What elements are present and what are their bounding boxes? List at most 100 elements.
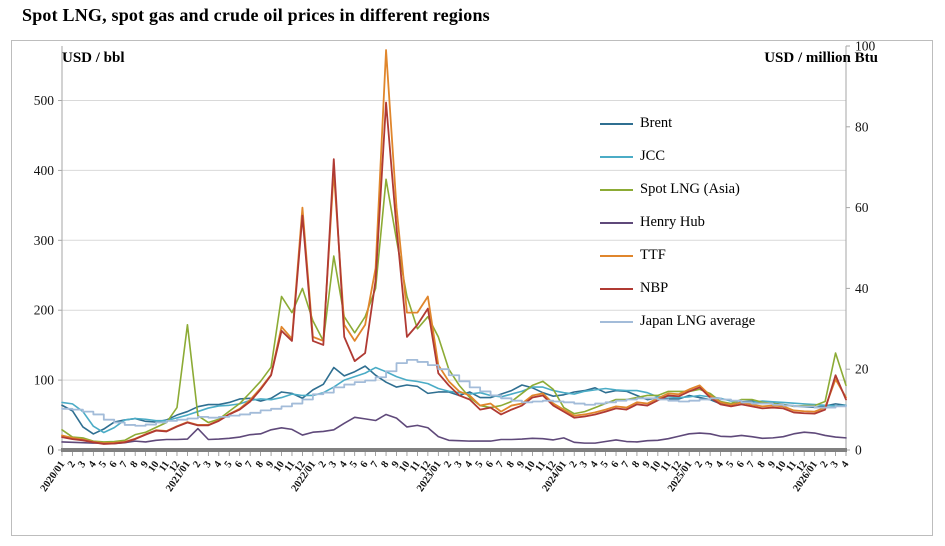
axis-tick-label: 9 bbox=[641, 459, 653, 470]
series-line-henry-hub bbox=[61, 413, 847, 445]
axis-tick-label: 0 bbox=[47, 443, 54, 458]
legend-item-jcc: JCC bbox=[600, 140, 755, 173]
axis-tick-label: 300 bbox=[34, 233, 55, 248]
axis-tick-label: 500 bbox=[34, 93, 55, 108]
axis-tick-label: 9 bbox=[390, 459, 402, 470]
axis-tick-label: 3 bbox=[578, 459, 590, 470]
axis-tick-label: 3 bbox=[76, 459, 88, 470]
legend-label: NBP bbox=[640, 280, 669, 296]
axis-tick-label: 2 bbox=[819, 459, 831, 470]
axis-tick-label: 3 bbox=[453, 459, 465, 470]
axis-tick-label: 8 bbox=[254, 459, 266, 470]
axis-tick-label: 8 bbox=[379, 459, 391, 470]
axis-tick-label: 12 bbox=[669, 459, 684, 474]
legend-item-henry-hub: Henry Hub bbox=[600, 206, 755, 239]
axis-tick-label: 5 bbox=[599, 459, 611, 470]
axis-tick-label: 8 bbox=[129, 459, 141, 470]
axis-tick-label: 2 bbox=[66, 459, 78, 470]
axis-tick-label: 12 bbox=[544, 459, 559, 474]
chart-area: 0 100 200 300 400 500 0 20 40 60 80 100 2020/01 2 3 4 5 6… bbox=[11, 40, 933, 536]
axis-tick-label: 3 bbox=[704, 459, 716, 470]
axis-tick-label: 8 bbox=[630, 459, 642, 470]
axis-tick-label: 6 bbox=[233, 459, 245, 470]
right-axis-unit-label: USD / million Btu bbox=[764, 50, 878, 66]
axis-tick-label: 6 bbox=[484, 459, 496, 470]
axis-tick-label: 100 bbox=[855, 41, 876, 54]
legend-label: JCC bbox=[640, 148, 665, 164]
axis-tick-label: 10 bbox=[523, 459, 538, 474]
axis-tick-label: 4 bbox=[463, 459, 475, 470]
axis-tick-label: 6 bbox=[108, 459, 120, 470]
legend-item-brent: Brent bbox=[600, 107, 755, 140]
axis-tick-label: 2 bbox=[693, 459, 705, 470]
legend-line-swatch bbox=[600, 155, 633, 158]
axis-tick-label: 4 bbox=[87, 459, 99, 470]
legend: Brent JCC Spot LNG (Asia) Henry Hub TTF … bbox=[600, 107, 755, 338]
legend-line-swatch bbox=[600, 221, 633, 224]
axis-tick-label: 2 bbox=[442, 459, 454, 470]
axis-tick-label: 400 bbox=[34, 163, 55, 178]
axis-tick-label: 3 bbox=[202, 459, 214, 470]
axis-tick-label: 7 bbox=[494, 459, 506, 470]
axis-tick-label: 0 bbox=[855, 443, 862, 458]
axis-tick-label: 5 bbox=[474, 459, 486, 470]
legend-label: Spot LNG (Asia) bbox=[640, 181, 740, 197]
axis-tick-label: 5 bbox=[348, 459, 360, 470]
axis-tick-label: 4 bbox=[338, 459, 350, 470]
axis-tick-label: 10 bbox=[648, 459, 663, 474]
axis-tick-label: 9 bbox=[265, 459, 277, 470]
price-chart-svg: 01002003004005000204060801002020/0123456… bbox=[34, 41, 876, 494]
axis-tick-label: 3 bbox=[327, 459, 339, 470]
axis-tick-label: 9 bbox=[766, 459, 778, 470]
axis-tick-label: 5 bbox=[223, 459, 235, 470]
axis-tick-label: 8 bbox=[756, 459, 768, 470]
axis-tick-label: 12 bbox=[418, 459, 433, 474]
legend-label: Brent bbox=[640, 115, 673, 131]
axis-tick-label: 10 bbox=[147, 459, 162, 474]
axis-tick-label: 7 bbox=[369, 459, 381, 470]
axis-tick-label: 9 bbox=[515, 459, 527, 470]
axis-tick-label: 40 bbox=[855, 281, 869, 296]
axis-tick-label: 6 bbox=[735, 459, 747, 470]
axis-tick-label: 7 bbox=[620, 459, 632, 470]
axis-tick-label: 5 bbox=[97, 459, 109, 470]
axis-tick-label: 5 bbox=[724, 459, 736, 470]
legend-line-swatch bbox=[600, 254, 633, 257]
legend-line-swatch bbox=[600, 320, 633, 323]
axis-tick-label: 6 bbox=[609, 459, 621, 470]
axis-tick-label: 3 bbox=[829, 459, 841, 470]
chart-title: Spot LNG, spot gas and crude oil prices … bbox=[22, 5, 490, 25]
axis-tick-label: 7 bbox=[118, 459, 130, 470]
left-axis-unit-label: USD / bbl bbox=[62, 50, 125, 66]
legend-line-swatch bbox=[600, 122, 633, 125]
legend-item-ttf: TTF bbox=[600, 239, 755, 272]
axis-tick-label: 2 bbox=[191, 459, 203, 470]
axis-tick-label: 60 bbox=[855, 200, 869, 215]
axis-tick-label: 8 bbox=[505, 459, 517, 470]
axis-tick-label: 10 bbox=[272, 459, 287, 474]
axis-tick-label: 4 bbox=[714, 459, 726, 470]
axis-tick-label: 20 bbox=[855, 362, 869, 377]
legend-label: TTF bbox=[640, 247, 666, 263]
legend-label: Henry Hub bbox=[640, 214, 705, 230]
axis-tick-label: 12 bbox=[795, 459, 810, 474]
axis-tick-label: 4 bbox=[839, 459, 851, 470]
series-line-japan-lng-average bbox=[61, 359, 847, 427]
axis-tick-label: 2 bbox=[317, 459, 329, 470]
axis-tick-label: 4 bbox=[212, 459, 224, 470]
legend-item-spot-lng-asia: Spot LNG (Asia) bbox=[600, 173, 755, 206]
series-line-nbp bbox=[61, 101, 847, 445]
legend-item-nbp: NBP bbox=[600, 272, 755, 305]
axis-tick-label: 2 bbox=[568, 459, 580, 470]
axis-tick-label: 12 bbox=[293, 459, 308, 474]
axis-tick-label: 12 bbox=[167, 459, 182, 474]
axis-tick-label: 7 bbox=[244, 459, 256, 470]
axis-tick-label: 9 bbox=[139, 459, 151, 470]
axis-tick-label: 10 bbox=[397, 459, 412, 474]
axis-tick-label: 100 bbox=[34, 373, 55, 388]
axis-tick-label: 6 bbox=[359, 459, 371, 470]
legend-line-swatch bbox=[600, 188, 633, 191]
axis-tick-label: 2020/01 bbox=[39, 459, 68, 494]
legend-item-japan-lng-average: Japan LNG average bbox=[600, 305, 755, 338]
axis-tick-label: 10 bbox=[774, 459, 789, 474]
